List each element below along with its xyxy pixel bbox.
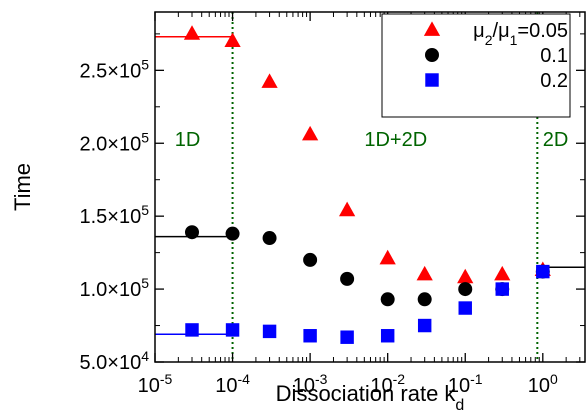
y-tick-label: 1.5×105 (79, 202, 149, 228)
y-tick-label: 5.0×104 (79, 348, 149, 374)
data-point-triangle (302, 125, 319, 141)
legend-marker-circle (425, 48, 439, 62)
region-label: 1D (175, 129, 201, 151)
data-point-square (185, 323, 199, 337)
data-point-triangle (339, 201, 356, 217)
y-axis-title: Time (10, 163, 35, 211)
data-point-triangle (261, 73, 278, 88)
data-point-circle (340, 271, 355, 286)
data-point-square (380, 329, 395, 343)
data-point-square (417, 318, 432, 333)
legend: μ2/μ1=0.050.1 0.2 (381, 13, 571, 118)
x-axis-title: Dissociation rate kd (276, 381, 465, 410)
legend-label: 0.1 (540, 45, 568, 67)
data-point-triangle (416, 265, 433, 281)
legend-marker-square (425, 73, 439, 87)
data-point-triangle (183, 25, 201, 40)
data-point-square (536, 264, 550, 279)
data-point-triangle (457, 268, 474, 284)
data-point-square (495, 282, 509, 296)
data-points (183, 25, 551, 344)
plot-frame (154, 11, 586, 363)
data-point-square (340, 330, 354, 344)
y-tick-label: 1.0×105 (79, 275, 149, 301)
data-point-circle (225, 226, 240, 241)
region-label: 1D+2D (364, 129, 427, 151)
x-tick-label: 10-4 (215, 371, 250, 397)
data-point-circle (262, 231, 277, 246)
data-point-triangle (224, 32, 241, 48)
y-tick-label: 2.5×105 (79, 56, 149, 82)
tick-labels: 10-5 10-4 10-3 10-2 10-1 100 5.0×104 1.0×105 1.5… (79, 56, 558, 397)
region-labels: 1D 1D+2D 2D (175, 129, 569, 151)
data-point-square (262, 324, 277, 339)
data-point-circle (417, 292, 432, 307)
data-point-square (458, 301, 472, 315)
legend-label: 0.2 (540, 70, 568, 92)
data-point-circle (303, 252, 318, 267)
data-point-square (225, 323, 240, 337)
x-tick-label: 10-1 (448, 371, 483, 397)
y-tick-label: 2.0×105 (79, 129, 149, 155)
data-point-circle (185, 225, 200, 240)
x-tick-label: 10-3 (293, 371, 328, 397)
x-tick-label: 100 (528, 371, 558, 397)
data-point-triangle (379, 249, 396, 265)
data-point-triangle (494, 265, 511, 281)
legend-label: μ2/μ1=0.05 (473, 20, 568, 48)
region-dividers (231, 12, 539, 362)
data-point-square (303, 329, 317, 343)
x-tick-label: 10-2 (370, 371, 405, 397)
legend-marker-triangle (423, 21, 441, 36)
data-point-circle (380, 292, 395, 307)
data-point-circle (458, 282, 473, 297)
x-tick-label: 10-5 (138, 371, 173, 397)
legend-box (381, 13, 571, 118)
region-label: 2D (543, 129, 569, 151)
